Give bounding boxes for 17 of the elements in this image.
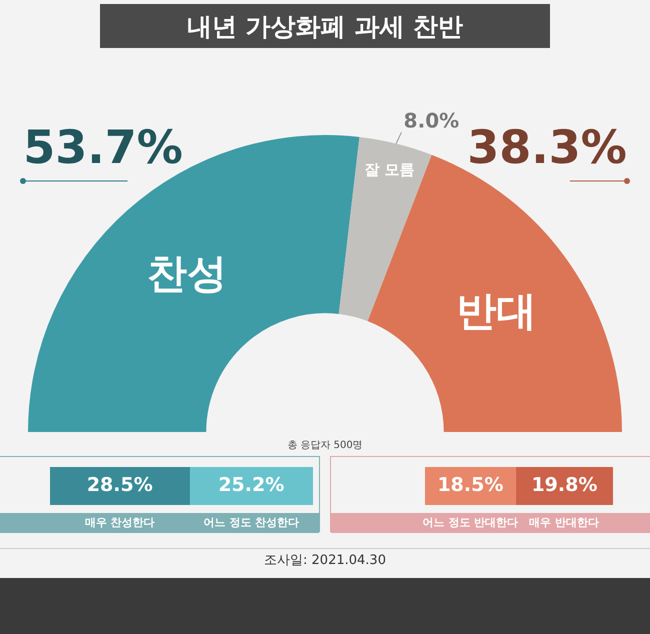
slice-label: 잘 모름	[364, 160, 415, 179]
chart-title: 내년 가상화폐 과세 찬반	[100, 4, 550, 48]
slice-label: 찬성	[146, 251, 227, 298]
text: 총 응답자 500명	[286, 439, 364, 452]
data-label: 25.2%	[218, 474, 284, 496]
data-label: 8.0%	[404, 108, 460, 132]
text: 조사일: 2021.04.30	[0, 548, 650, 573]
data-label: 28.5%	[86, 474, 153, 496]
series-label: 매우 찬성한다	[84, 516, 155, 529]
slice-label: 반대	[456, 288, 536, 335]
series-label: 어느 정도 찬성한다	[202, 515, 300, 530]
series-label: 매우 반대한다	[529, 516, 600, 529]
series-label: 어느 정도 반대한다	[422, 516, 518, 529]
data-label: 53.7%	[23, 120, 183, 174]
data-label: 18.5%	[437, 474, 504, 496]
data-label: 19.8%	[531, 474, 598, 496]
data-label: 38.3%	[467, 120, 627, 174]
